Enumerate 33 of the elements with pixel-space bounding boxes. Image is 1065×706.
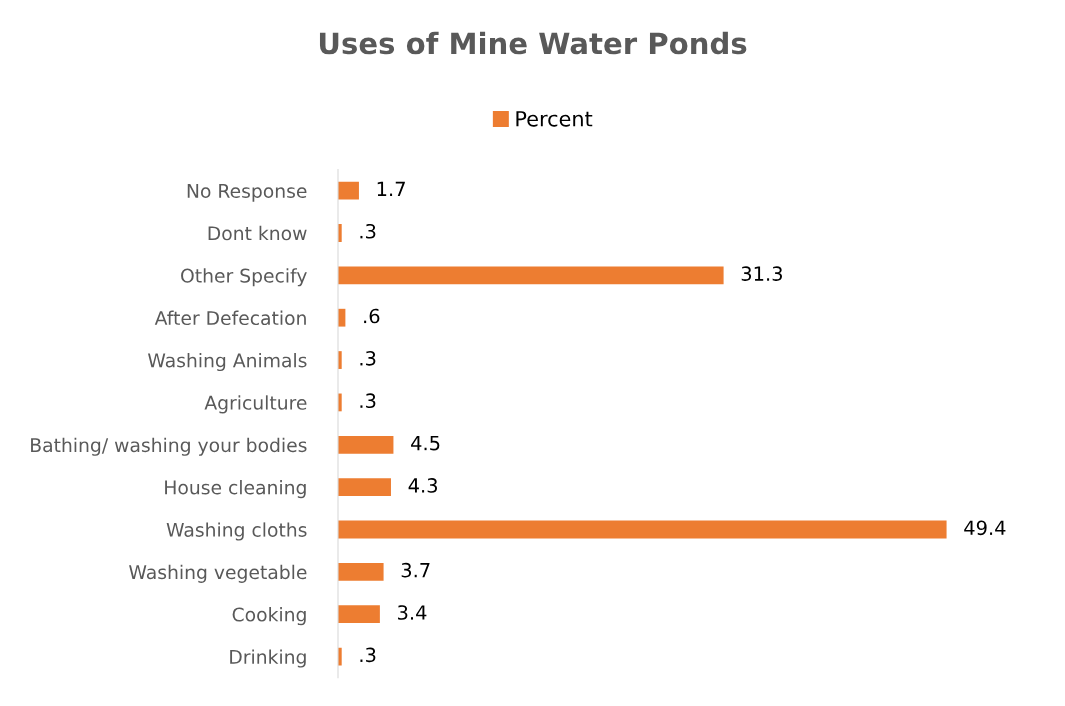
data-label: .3: [360, 223, 376, 239]
y-tick-label: After Defecation: [154, 310, 306, 326]
y-tick-label: Other Specify: [181, 268, 307, 287]
legend-label: Percent: [516, 111, 593, 127]
bar: [338, 605, 380, 624]
bar: [338, 181, 359, 200]
data-label: .3: [360, 350, 376, 366]
data-label: 49.4: [964, 520, 1006, 536]
data-label: 4.3: [408, 478, 437, 493]
y-tick-label: Washing Animals: [147, 352, 307, 372]
data-label: 1.7: [377, 181, 405, 196]
y-tick-label: Agriculture: [204, 395, 307, 414]
data-label: 4.5: [411, 435, 440, 451]
y-tick-label: Drinking: [230, 649, 306, 668]
bar: [338, 435, 394, 454]
data-label: 3.7: [401, 562, 430, 578]
data-label: 3.4: [398, 605, 427, 620]
y-tick-label: Washing vegetable: [129, 564, 307, 583]
data-label: .6: [364, 308, 380, 324]
y-tick-label: Cooking: [232, 607, 306, 626]
y-tick-label: No Response: [187, 184, 307, 202]
y-tick-label: Dont know: [208, 225, 307, 241]
data-label: .3: [360, 647, 376, 663]
bar: [338, 520, 947, 539]
bar: [338, 562, 384, 581]
bar: [338, 478, 391, 497]
y-tick-label: Washing cloths: [166, 522, 307, 541]
data-label: 31.3: [741, 266, 782, 281]
y-tick-label: House cleaning: [165, 480, 306, 499]
data-label: .3: [360, 393, 376, 409]
bar: [338, 266, 724, 285]
chart-title: Uses of Mine Water Ponds: [319, 31, 747, 55]
y-tick-label: Bathing/ washing your bodies: [31, 437, 307, 456]
